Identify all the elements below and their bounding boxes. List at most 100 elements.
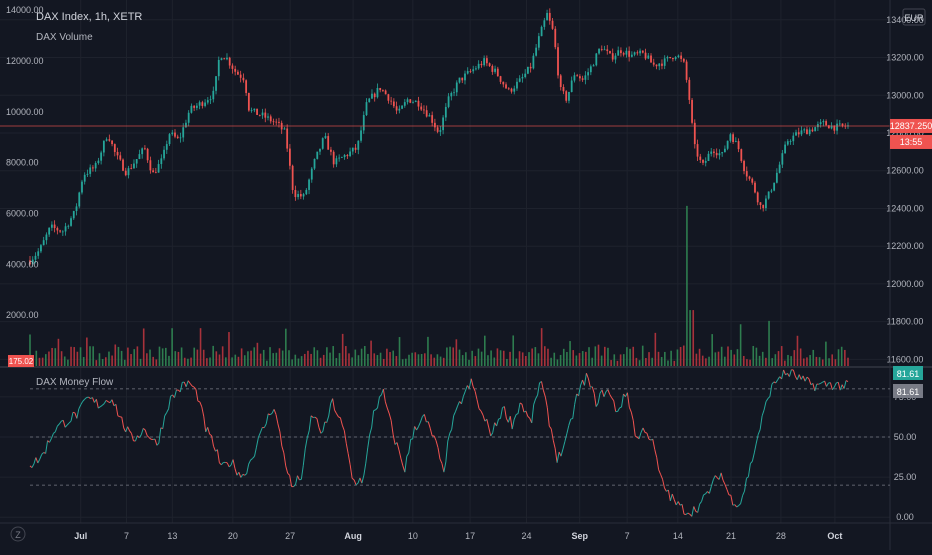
volume-bar xyxy=(531,349,533,366)
candle-body xyxy=(360,130,362,140)
candle-body xyxy=(792,136,794,142)
candle-body xyxy=(152,170,154,172)
candle-body xyxy=(757,192,759,202)
volume-bar xyxy=(77,352,79,366)
time-tick-label-2: 13 xyxy=(167,531,177,541)
candle-body xyxy=(719,153,721,155)
volume-bar xyxy=(165,348,167,366)
volume-bar xyxy=(127,348,129,366)
candle-body xyxy=(530,67,532,68)
candle-body xyxy=(437,127,439,132)
candle-body xyxy=(97,161,99,163)
volume-bar xyxy=(550,358,552,366)
candle-body xyxy=(48,228,50,235)
volume-bar xyxy=(244,355,246,366)
volume-bar xyxy=(156,359,158,366)
volume-bar xyxy=(140,359,142,366)
volume-bar xyxy=(329,353,331,366)
candle-body xyxy=(631,55,633,57)
volume-bar xyxy=(301,356,303,366)
time-tick-label-4: 27 xyxy=(285,531,295,541)
candle-body xyxy=(114,144,116,152)
candle-body xyxy=(557,47,559,75)
candle-body xyxy=(245,80,247,93)
volume-bar xyxy=(617,361,619,366)
candle-body xyxy=(308,180,310,190)
candle-body xyxy=(253,109,255,111)
volume-bar xyxy=(462,355,464,366)
candle-body xyxy=(699,157,701,160)
volume-bar xyxy=(708,357,710,366)
volume-bar xyxy=(711,334,713,366)
candle-body xyxy=(423,110,425,111)
candle-body xyxy=(177,137,179,138)
volume-bar xyxy=(781,346,783,366)
candle-body xyxy=(338,158,340,159)
candle-body xyxy=(483,58,485,65)
candle-body xyxy=(300,194,302,196)
candle-body xyxy=(193,106,195,108)
candle-body xyxy=(552,21,554,29)
candle-body xyxy=(51,225,53,228)
currency-button-label[interactable]: EUR xyxy=(904,13,924,23)
volume-bar xyxy=(424,353,426,366)
candle-body xyxy=(420,107,422,110)
time-tick-label-12: 21 xyxy=(726,531,736,541)
candle-body xyxy=(705,161,707,163)
volume-tick-label-3: 8000.00 xyxy=(6,158,39,168)
candle-body xyxy=(486,58,488,63)
volume-bar xyxy=(838,349,840,366)
volume-bar xyxy=(111,356,113,366)
candle-body xyxy=(87,174,89,175)
volume-bar xyxy=(133,349,135,366)
time-tick-label-9: Sep xyxy=(571,531,588,541)
countdown-value: 13:55 xyxy=(900,137,923,147)
candle-body xyxy=(171,133,173,135)
volume-bar xyxy=(348,353,350,366)
candle-body xyxy=(415,101,417,102)
candle-body xyxy=(601,49,603,50)
candle-body xyxy=(267,116,269,117)
candle-body xyxy=(770,191,772,192)
volume-bar xyxy=(250,351,252,366)
last-price-value: 12837.250 xyxy=(890,121,932,131)
candle-body xyxy=(155,172,157,173)
candle-body xyxy=(325,136,327,138)
candle-body xyxy=(106,139,108,141)
volume-bar xyxy=(715,352,717,366)
volume-bar xyxy=(563,349,565,366)
candle-body xyxy=(100,152,102,160)
candle-body xyxy=(434,123,436,127)
time-tick-label-5: Aug xyxy=(344,531,362,541)
candle-body xyxy=(645,53,647,59)
candle-body xyxy=(223,58,225,59)
volume-bar xyxy=(89,346,91,366)
volume-bar xyxy=(124,360,126,366)
volume-tick-label-2: 10000.00 xyxy=(6,107,44,117)
volume-bar xyxy=(241,348,243,366)
candle-body xyxy=(595,53,597,65)
candle-body xyxy=(56,228,58,230)
volume-bar xyxy=(61,351,63,366)
volume-bar xyxy=(92,346,94,366)
candle-body xyxy=(278,122,280,123)
volume-bar xyxy=(478,349,480,366)
volume-bar xyxy=(108,352,110,366)
candle-body xyxy=(366,102,368,115)
candle-body xyxy=(229,58,231,66)
candle-body xyxy=(842,124,844,126)
volume-bar xyxy=(828,358,830,366)
candle-body xyxy=(393,102,395,107)
candle-body xyxy=(686,62,688,80)
candle-body xyxy=(37,251,39,256)
candle-body xyxy=(379,88,381,90)
volume-bar xyxy=(538,353,540,366)
volume-bar xyxy=(443,358,445,366)
zoom-reset-icon-glyph[interactable]: Z xyxy=(15,530,21,540)
volume-bar xyxy=(171,328,173,366)
candle-body xyxy=(147,149,149,160)
volume-bar xyxy=(48,352,50,366)
candle-body xyxy=(549,13,551,21)
